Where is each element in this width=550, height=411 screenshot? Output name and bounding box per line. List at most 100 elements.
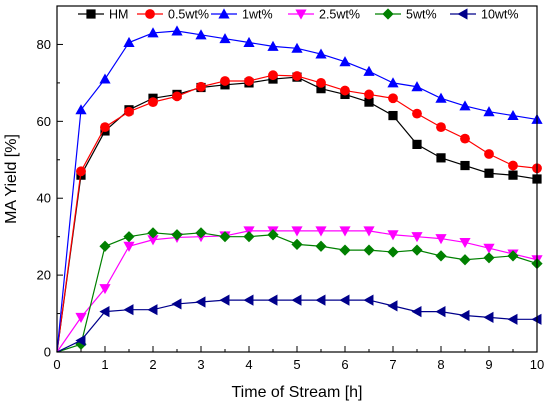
data-point [292,71,302,81]
data-point [460,133,470,144]
data-point [219,294,230,306]
data-point [148,97,158,108]
x-tick-label: 1 [101,357,108,372]
data-point [435,92,447,103]
data-point [75,338,87,350]
data-point [267,229,279,241]
y-tick-label: 60 [37,114,51,129]
legend-item: 5wt% [375,8,437,22]
data-point [220,76,230,86]
data-point [291,226,303,237]
legend-label: 5wt% [406,8,437,22]
legend-item: 10wt% [450,8,519,22]
data-point [411,244,423,256]
data-point [99,240,111,252]
data-point [99,284,111,295]
data-point [411,306,422,318]
data-point [75,312,87,323]
data-point [363,244,375,256]
data-point [171,229,183,241]
data-point [387,300,398,312]
series-1wt% [56,25,543,353]
x-tick-label: 9 [485,357,492,372]
y-axis-title: MA Yield [%] [3,134,20,224]
x-tick-label: 3 [197,357,204,372]
y-tick-label: 20 [37,268,51,283]
y-tick-label: 0 [44,345,51,360]
data-point [508,160,518,171]
data-point [412,108,422,119]
data-point [172,91,182,102]
data-point [267,294,278,306]
data-point [460,160,470,171]
legend-label: 2.5wt% [319,8,360,22]
data-point [171,298,182,310]
data-point [315,48,327,59]
data-point [411,81,423,92]
data-point [435,234,447,245]
data-point [507,109,519,121]
data-point [244,76,254,86]
data-point [123,304,134,316]
data-point [76,166,86,177]
data-point [435,306,446,318]
data-point [507,250,519,262]
legend-marker [86,9,96,19]
data-point [99,306,110,318]
data-point [171,25,183,36]
series-10wt% [56,294,542,353]
data-point [316,84,326,94]
data-point [387,246,399,258]
data-point [339,294,350,306]
legend-marker [382,8,394,20]
data-point [195,29,207,40]
data-point [219,231,231,243]
data-point [388,93,398,104]
x-tick-label: 6 [341,357,348,372]
data-point [436,122,446,132]
series-0.5wt% [56,70,542,353]
legend-label: 0.5wt% [168,8,209,22]
data-point [459,309,470,322]
data-point [364,89,374,100]
data-point [315,240,327,252]
data-point [411,232,423,243]
data-point [483,252,495,264]
legend-marker [218,8,230,19]
legend-item: 2.5wt% [288,8,360,22]
data-point [123,231,135,243]
data-point [243,231,255,243]
data-point [268,70,278,81]
legend-marker [295,9,307,20]
data-point [291,294,302,306]
data-point [75,104,87,115]
data-point [436,153,446,163]
data-point [363,65,375,76]
data-point [483,243,495,254]
x-tick-label: 8 [437,357,444,372]
data-point [100,122,110,132]
data-point [196,81,206,92]
data-point [75,334,86,347]
data-point [363,226,375,237]
data-point [484,149,494,159]
data-point [243,294,254,306]
data-point [507,313,518,325]
data-point [340,85,350,96]
data-point [147,27,159,38]
x-axis-title: Time of Stream [h] [232,384,363,401]
legend-marker [457,8,468,20]
x-tick-label: 2 [149,357,156,372]
data-point [483,106,495,117]
legend-label: HM [109,8,128,22]
data-point [363,294,374,306]
legend-item: HM [78,8,128,22]
legend-marker [145,9,155,19]
x-tick-label: 0 [53,357,60,372]
data-point [147,235,159,246]
data-point [99,73,111,84]
data-point [435,250,447,262]
data-point [291,238,303,250]
data-point [387,77,399,88]
x-tick-label: 4 [245,357,252,372]
